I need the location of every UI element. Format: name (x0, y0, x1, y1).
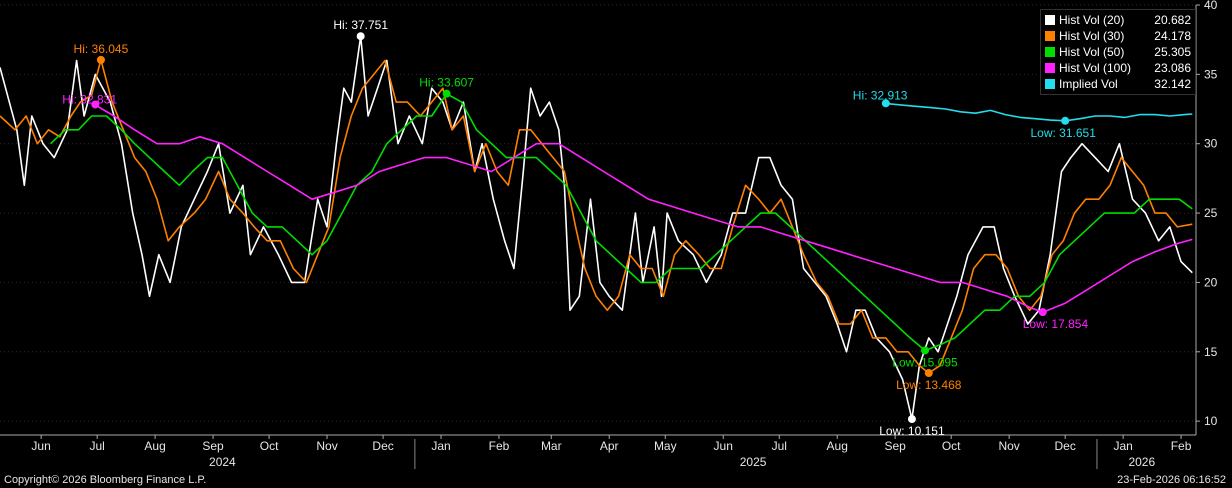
annotation-label: Hi: 36.045 (74, 42, 129, 56)
legend-swatch (1045, 15, 1055, 25)
x-tick-label: Apr (600, 439, 619, 453)
x-tick-label: Feb (489, 439, 510, 453)
year-label: 2025 (740, 455, 767, 469)
annotation-marker (356, 32, 365, 41)
annotation-marker (442, 89, 451, 98)
legend-value: 25.305 (1154, 45, 1191, 59)
x-tick-label: Jan (1113, 439, 1132, 453)
series-line-1 (0, 59, 1193, 374)
legend-swatch (1045, 31, 1055, 41)
annotation-marker (96, 55, 105, 64)
legend-entry: Hist Vol (50) 25.305 (1045, 44, 1191, 60)
x-tick-label: Jul (772, 439, 787, 453)
y-tick-label: 35 (1204, 67, 1218, 81)
year-label: 2026 (1128, 455, 1155, 469)
x-tick-label: Dec (1055, 439, 1076, 453)
copyright-text: Copyright© 2026 Bloomberg Finance L.P. (4, 474, 207, 486)
timestamp-text: 23-Feb-2026 06:16:52 (1117, 474, 1226, 486)
legend-entry: Hist Vol (20) 20.682 (1045, 12, 1191, 28)
x-tick-label: Aug (827, 439, 848, 453)
annotation-label: Low: 15.095 (892, 355, 958, 369)
legend-name: Hist Vol (50) (1059, 45, 1125, 59)
x-tick-label: Sep (202, 439, 224, 453)
x-tick-label: Aug (144, 439, 165, 453)
x-tick-label: Sep (884, 439, 906, 453)
annotation-label: Hi: 32.913 (853, 88, 908, 102)
annotation-label: Hi: 33.607 (419, 76, 474, 90)
annotation-label: Hi: 37.751 (333, 18, 388, 32)
series-line-4 (885, 102, 1193, 122)
x-tick-label: Dec (372, 439, 393, 453)
y-tick-label: 20 (1204, 275, 1218, 289)
x-tick-label: Nov (998, 439, 1019, 453)
x-tick-label: Jul (90, 439, 105, 453)
annotation-marker (91, 100, 100, 109)
legend-name: Hist Vol (100) (1059, 61, 1132, 75)
legend-swatch (1045, 47, 1055, 57)
legend-value: 20.682 (1154, 13, 1191, 27)
series-line-2 (49, 93, 1193, 352)
y-tick-label: 25 (1204, 206, 1218, 220)
year-label: 2024 (209, 455, 236, 469)
y-tick-label: 40 (1204, 0, 1218, 12)
x-tick-label: Mar (541, 439, 562, 453)
x-tick-label: Jun (714, 439, 733, 453)
annotation-marker (1061, 116, 1070, 125)
annotation-label: Low: 10.151 (879, 424, 945, 438)
x-tick-label: Jun (31, 439, 50, 453)
annotation-label: Low: 31.651 (1030, 126, 1096, 140)
legend-value: 32.142 (1154, 77, 1191, 91)
legend-name: Hist Vol (20) (1059, 13, 1125, 27)
x-tick-label: Oct (260, 439, 279, 453)
annotation-marker (921, 346, 930, 355)
annotation-label: Low: 13.468 (896, 378, 962, 392)
legend-value: 23.086 (1154, 61, 1191, 75)
annotation-marker (881, 99, 890, 108)
x-tick-label: Jan (431, 439, 450, 453)
legend-name: Implied Vol (1059, 77, 1118, 91)
legend-swatch (1045, 63, 1055, 73)
legend-name: Hist Vol (30) (1059, 29, 1125, 43)
x-tick-label: Nov (316, 439, 337, 453)
y-tick-label: 30 (1204, 137, 1218, 151)
series-line-3 (94, 104, 1193, 313)
legend-swatch (1045, 79, 1055, 89)
annotation-label: Low: 17.854 (1023, 317, 1089, 331)
x-tick-label: Feb (1171, 439, 1192, 453)
annotation-marker (907, 415, 916, 424)
y-tick-label: 15 (1204, 345, 1218, 359)
x-tick-label: May (654, 439, 677, 453)
legend-entry: Hist Vol (30) 24.178 (1045, 28, 1191, 44)
legend: Hist Vol (20) 20.682 Hist Vol (30) 24.178 Hi… (1040, 9, 1196, 95)
annotation-marker (1038, 308, 1047, 317)
legend-entry: Hist Vol (100) 23.086 (1045, 60, 1191, 76)
annotation-marker (924, 369, 933, 378)
series-line-0 (0, 35, 1193, 420)
y-tick-label: 10 (1204, 414, 1218, 428)
annotation-label: Hi: 32.831 (62, 92, 117, 106)
legend-value: 24.178 (1154, 29, 1191, 43)
x-tick-label: Oct (942, 439, 961, 453)
legend-entry: Implied Vol 32.142 (1045, 76, 1191, 92)
